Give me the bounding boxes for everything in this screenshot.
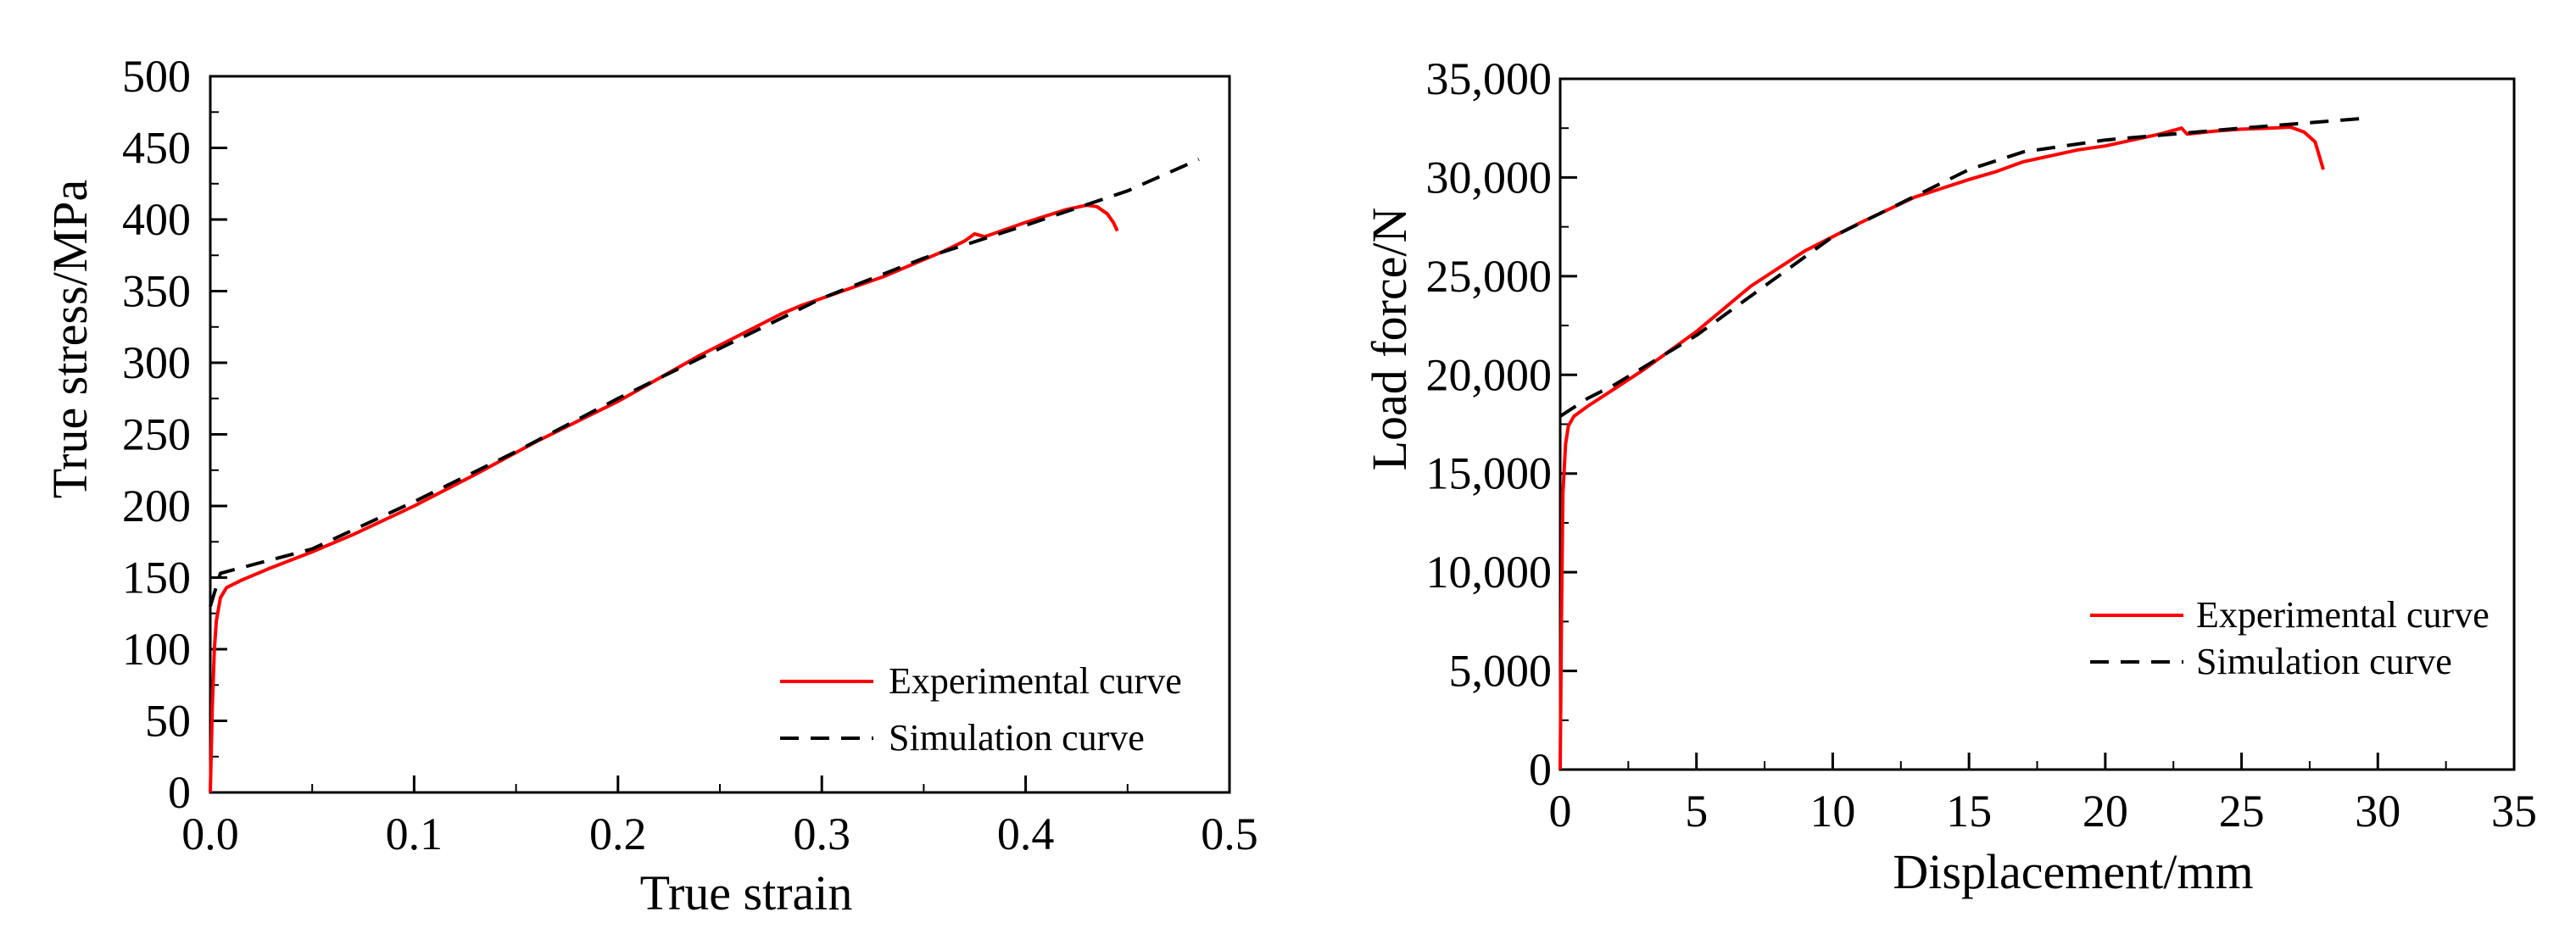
right-y-tick-label: 20,000 xyxy=(1426,349,1553,400)
left-y-tick-label: 450 xyxy=(122,123,191,174)
right-y-tick-label: 10,000 xyxy=(1426,547,1553,598)
right-x-tick-label: 5 xyxy=(1685,786,1708,837)
right-series-experimental-line xyxy=(1558,125,2325,770)
right-y-tick-label: 25,000 xyxy=(1426,251,1553,302)
load-displacement-chart: 0 5 10 15 20 25 30 35 0 5,000 10,000 15,000 20,000 25… xyxy=(1362,53,2537,899)
left-x-tick-label: 0.4 xyxy=(997,809,1055,859)
right-x-tick-label: 10 xyxy=(1809,786,1855,837)
right-x-tick-label: 25 xyxy=(2219,786,2265,837)
right-x-tick-label: 15 xyxy=(1946,786,1992,837)
left-x-tick-label: 0.0 xyxy=(181,809,239,859)
left-y-tick-label: 50 xyxy=(145,696,191,747)
left-legend-label: Simulation curve xyxy=(889,717,1145,759)
left-y-tick-label: 350 xyxy=(122,266,191,317)
left-y-tick-label: 500 xyxy=(122,51,191,102)
right-legend-label: Experimental curve xyxy=(2196,594,2490,636)
right-y-axis-label: Load force/N xyxy=(1362,208,1417,471)
left-x-tick-label: 0.5 xyxy=(1201,809,1258,859)
right-y-tick-label: 5,000 xyxy=(1449,646,1553,697)
right-series-simulation-line xyxy=(1558,116,2365,418)
right-y-tick-label: 15,000 xyxy=(1426,448,1553,499)
left-legend-label: Experimental curve xyxy=(889,660,1182,702)
right-legend-label: Simulation curve xyxy=(2196,641,2452,682)
right-x-tick-label: 20 xyxy=(2083,786,2128,837)
left-y-tick-label: 150 xyxy=(122,553,191,603)
right-y-tick-label: 30,000 xyxy=(1426,152,1553,203)
left-y-tick-label: 200 xyxy=(122,481,191,531)
right-x-tick-label: 35 xyxy=(2491,786,2537,837)
left-y-tick-label: 400 xyxy=(122,194,191,245)
right-x-tick-label: 30 xyxy=(2355,786,2400,837)
left-x-tick-label: 0.3 xyxy=(793,809,850,859)
left-series-experimental-line xyxy=(209,203,1119,793)
left-x-tick-label: 0.1 xyxy=(386,809,443,859)
stress-strain-chart: 0.0 0.1 0.2 0.3 0.4 0.5 0 50 100 150 200 250 300 350 4… xyxy=(42,51,1258,920)
left-y-axis-label: True stress/MPa xyxy=(42,180,98,499)
left-series-simulation-line xyxy=(209,158,1200,607)
right-x-tick-label: 0 xyxy=(1549,786,1572,837)
left-y-tick-label: 250 xyxy=(122,409,191,460)
left-y-tick-label: 300 xyxy=(122,337,191,388)
left-y-tick-label: 0 xyxy=(168,767,191,818)
left-y-tick-label: 100 xyxy=(122,624,191,675)
right-x-axis-label: Displacement/mm xyxy=(1893,844,2253,899)
left-x-tick-label: 0.2 xyxy=(589,809,647,859)
right-y-tick-label: 0 xyxy=(1529,744,1552,795)
right-y-tick-label: 35,000 xyxy=(1426,53,1553,104)
left-x-axis-label: True strain xyxy=(640,865,853,920)
